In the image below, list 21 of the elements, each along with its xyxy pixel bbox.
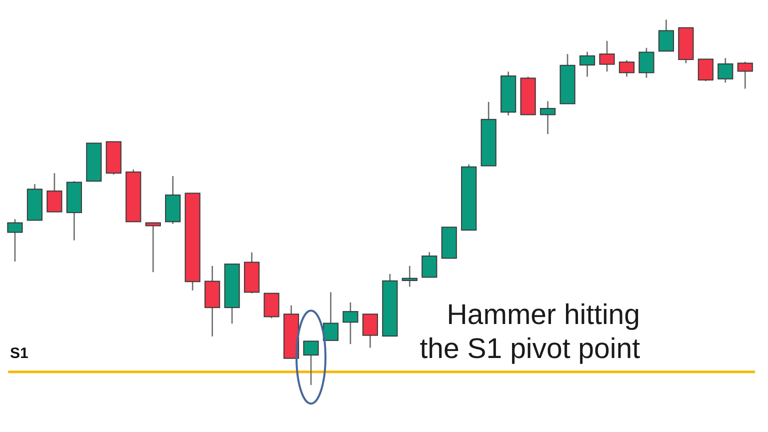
candlestick [737, 61, 753, 90]
candlestick [718, 57, 734, 84]
candlestick [579, 51, 596, 78]
candlestick [7, 218, 23, 262]
candlestick [540, 100, 556, 135]
candlestick [46, 172, 62, 212]
candlestick [618, 60, 635, 78]
candlestick [322, 292, 339, 342]
candlestick [638, 47, 654, 78]
candlestick [599, 40, 615, 72]
candlestick [362, 313, 378, 348]
annotation: Hammer hitting the S1 pivot point [420, 299, 640, 365]
candlestick [264, 292, 280, 319]
candlestick [422, 251, 438, 278]
candlestick [145, 222, 161, 273]
candlestick [342, 302, 358, 345]
candlestick [402, 265, 418, 288]
candlestick [303, 340, 319, 386]
candlestick [698, 58, 714, 82]
candlestick [658, 19, 674, 52]
ref-line-label: S1 [10, 344, 28, 362]
